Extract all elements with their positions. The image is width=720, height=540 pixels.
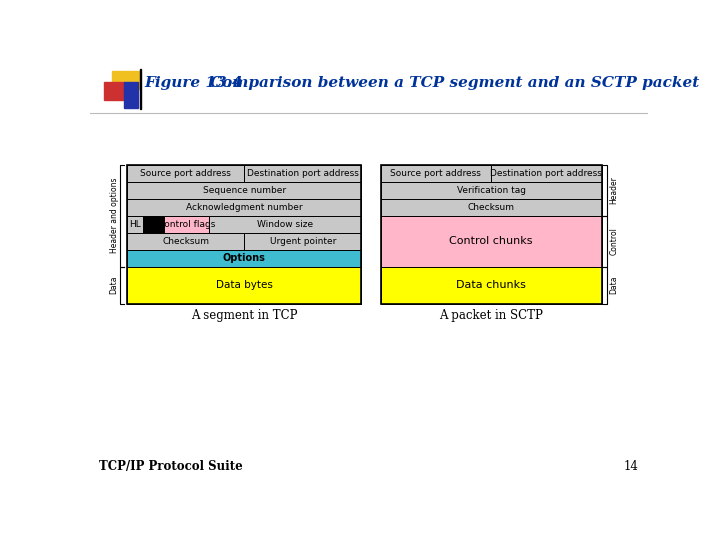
Bar [164,215,210,233]
Text: Control flags: Control flags [158,220,215,229]
Bar [127,267,361,303]
Bar [127,249,361,267]
Text: Source port address: Source port address [140,169,231,178]
Text: Header and options: Header and options [109,178,119,253]
Text: Data: Data [109,276,119,294]
Bar [381,267,601,303]
Bar [381,215,601,267]
Text: Comparison between a TCP segment and an SCTP packet: Comparison between a TCP segment and an … [210,76,699,90]
Text: HL: HL [129,220,141,229]
Bar [127,182,361,199]
Text: Figure 13.4: Figure 13.4 [144,76,243,90]
Text: Sequence number: Sequence number [202,186,286,195]
Bar [381,165,601,303]
Text: Options: Options [222,253,266,263]
Bar [381,199,601,215]
Text: Data: Data [609,276,618,294]
Text: Data chunks: Data chunks [456,280,526,290]
Text: Checksum: Checksum [467,202,515,212]
Text: Acknowledgment number: Acknowledgment number [186,202,302,212]
Bar [127,199,361,215]
Bar [104,82,124,100]
Bar [381,182,601,199]
Text: Verification tag: Verification tag [456,186,526,195]
Bar [491,165,601,182]
Bar [244,233,361,249]
Bar [127,233,244,249]
Text: Data bytes: Data bytes [216,280,273,290]
Bar [112,71,140,90]
Text: Control: Control [609,227,618,255]
Bar [127,165,361,303]
Bar [210,215,361,233]
Text: A packet in SCTP: A packet in SCTP [439,309,543,322]
Bar [124,82,138,108]
Text: Destination port address: Destination port address [247,169,359,178]
Bar [127,165,244,182]
Text: Source port address: Source port address [390,169,481,178]
Text: Window size: Window size [257,220,313,229]
Text: A segment in TCP: A segment in TCP [191,309,297,322]
Text: Header: Header [609,177,618,204]
Bar [381,165,491,182]
Text: Urgent pointer: Urgent pointer [269,237,336,246]
Bar [143,215,164,233]
Text: TCP/IP Protocol Suite: TCP/IP Protocol Suite [99,460,243,473]
Text: Destination port address: Destination port address [490,169,602,178]
Bar [127,215,143,233]
Text: Control chunks: Control chunks [449,236,533,246]
Text: Checksum: Checksum [162,237,210,246]
Text: 14: 14 [624,460,639,473]
Bar [244,165,361,182]
